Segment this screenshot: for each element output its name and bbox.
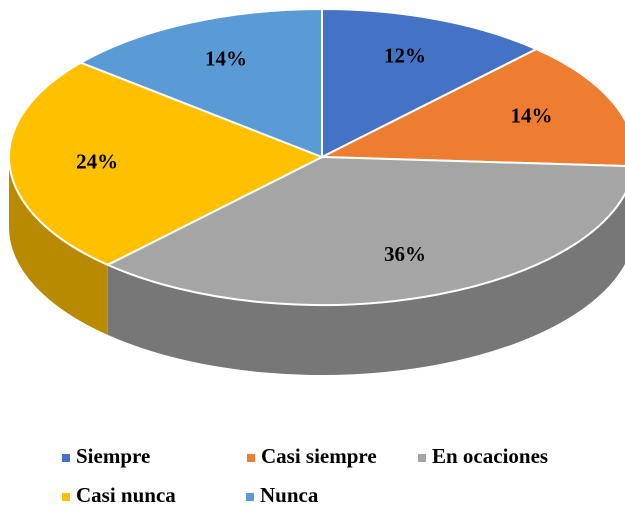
pie-slice: [78, 7, 323, 159]
legend-swatch: [62, 454, 70, 462]
pie-slice: [8, 61, 325, 266]
data-label: 14%: [205, 46, 247, 70]
legend-swatch: [418, 454, 426, 462]
legend-swatch: [246, 493, 254, 501]
data-label: 24%: [76, 150, 118, 174]
pie-side: [9, 157, 108, 335]
legend-label: Casi siempre: [261, 444, 377, 468]
legend-label: Nunca: [260, 483, 319, 507]
pie-slice: [105, 155, 625, 306]
data-label: 12%: [384, 44, 426, 68]
legend-label: Siempre: [76, 444, 150, 468]
data-label: 36%: [384, 242, 426, 266]
pie-side: [107, 194, 625, 375]
legend-label: En ocaciones: [432, 444, 548, 468]
pie-slice: [321, 7, 539, 159]
data-label: 14%: [511, 104, 553, 128]
legend-swatch: [247, 454, 255, 462]
legend-label: Casi nunca: [76, 483, 176, 507]
legend-swatch: [62, 493, 70, 501]
pie-slice: [321, 48, 625, 168]
